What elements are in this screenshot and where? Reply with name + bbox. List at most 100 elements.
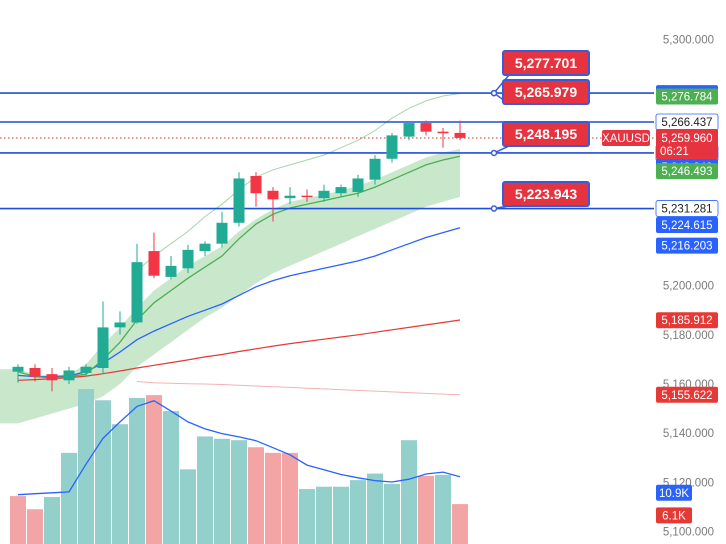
candle-body [182, 249, 194, 269]
candle-body [386, 135, 398, 159]
candle-body [250, 176, 262, 194]
volume-bars [10, 389, 468, 544]
level-price-tag[interactable]: 5,266.437 [655, 113, 719, 131]
volume-tag[interactable]: 6.1K [656, 507, 692, 524]
ema-band [0, 148, 460, 424]
ema-fast-line [17, 155, 461, 379]
indicator-price-tag[interactable]: 5,246.493 [656, 163, 718, 180]
candle-body [403, 123, 415, 137]
volume-tag[interactable]: 10.9K [656, 484, 692, 501]
candle-body [301, 195, 313, 198]
volume-bar [180, 469, 196, 544]
symbol-label-text: XAUUSD [602, 133, 650, 145]
volume-bar [129, 397, 145, 544]
y-tick-label: 5,100.000 [663, 527, 714, 539]
callout-label: 5,223.943 [515, 186, 577, 202]
volume-bar [248, 447, 264, 544]
callout-box [502, 50, 590, 76]
ema-band-fill [18, 148, 460, 424]
volume-bar [231, 440, 247, 544]
indicator-price-tag[interactable]: 5,224.615 [656, 216, 718, 233]
indicator-price-tag-bg [656, 163, 718, 180]
volume-tag-bg [656, 507, 692, 524]
volume-bar [316, 486, 332, 544]
indicator-price-tag-text: 5,155.622 [661, 390, 712, 402]
candle-body [46, 374, 58, 381]
y-tick-label: 5,180.000 [663, 330, 714, 342]
current-price-bg [656, 128, 718, 159]
y-tick-label: 5,300.000 [663, 34, 714, 46]
candle-body [284, 195, 296, 199]
candle-body [165, 265, 177, 277]
ema-long-line [17, 319, 461, 381]
candle-body [369, 158, 381, 180]
level-price-tag-text: 5,266.437 [661, 117, 712, 129]
candle-body [233, 178, 245, 223]
volume-bar [350, 480, 366, 544]
level-price-tag-text: 5,231.281 [661, 204, 712, 216]
volume-bar [163, 411, 179, 544]
callout-anchor-dot [490, 89, 498, 97]
volume-bar [435, 474, 451, 544]
indicator-price-tag-text: 5,224.615 [661, 220, 712, 232]
volume-bar [112, 424, 128, 544]
indicator-price-tag[interactable]: 5,185.912 [656, 312, 718, 329]
volume-bar [333, 486, 349, 544]
indicator-price-tag-text: 5,185.912 [661, 315, 712, 327]
indicator-price-tag-bg [656, 216, 718, 233]
symbol-label-bg [602, 129, 650, 146]
candle-body [352, 178, 364, 192]
indicator-price-tag-text: 5,276.784 [661, 92, 713, 104]
candle-body [114, 322, 126, 328]
indicator-price-tag-bg [656, 386, 718, 403]
candle-body [97, 327, 109, 368]
price-callouts[interactable]: 5,277.701 5,265.979 5,248.195 5,223.943 [490, 50, 590, 212]
candle-body [131, 262, 143, 323]
indicator-price-tag[interactable]: 5,276.784 [656, 88, 718, 105]
candle-body [420, 123, 432, 132]
volume-tag-text: 10.9K [659, 488, 689, 500]
volume-bar [61, 452, 77, 544]
ema-long-faint-line [136, 381, 461, 396]
moving-averages [17, 93, 461, 396]
candle-body [80, 366, 92, 373]
indicator-price-tag-bg [656, 312, 718, 329]
candle-body [267, 190, 279, 200]
level-price-tag-bg [655, 200, 719, 217]
ema-fast-upper-line [136, 93, 461, 272]
callout-label: 5,248.195 [515, 126, 577, 142]
callout-box [502, 181, 590, 207]
volume-bar [384, 483, 400, 544]
symbol-label[interactable]: XAUUSD [602, 129, 650, 146]
volume-bar [10, 496, 26, 544]
volume-bar [146, 395, 162, 544]
callout-connector [493, 74, 510, 94]
callout-box [502, 121, 590, 147]
callout-anchor-dot [490, 205, 498, 212]
indicator-price-tag[interactable]: 5,155.622 [656, 386, 718, 403]
volume-bar [299, 489, 315, 544]
price-callout[interactable]: 5,248.195 [490, 121, 590, 157]
callout-anchor-dot [490, 149, 498, 157]
volume-bar [367, 473, 383, 544]
candle-body [29, 368, 41, 377]
indicator-price-tag-text: 5,246.493 [661, 166, 712, 178]
volume-tag-bg [656, 484, 692, 501]
y-tick-label: 5,200.000 [663, 281, 714, 293]
price-callout[interactable]: 5,223.943 [490, 181, 590, 212]
indicator-price-tag[interactable]: 5,216.203 [656, 237, 718, 254]
price-callout[interactable]: 5,277.701 [490, 50, 590, 97]
candle-body [12, 366, 24, 372]
volume-bar [418, 475, 434, 544]
volume-bar [78, 389, 94, 544]
volume-bar [452, 504, 468, 544]
candle-body [63, 370, 75, 381]
countdown-text: 06:21 [660, 146, 689, 158]
price-callout[interactable]: 5,265.979 [490, 79, 590, 105]
volume-bar [214, 438, 230, 544]
callout-box [502, 79, 590, 105]
price-axis[interactable]: 5,300.0005,200.0005,180.0005,160.0005,14… [602, 34, 719, 539]
level-price-tag[interactable]: 5,231.281 [655, 200, 719, 217]
